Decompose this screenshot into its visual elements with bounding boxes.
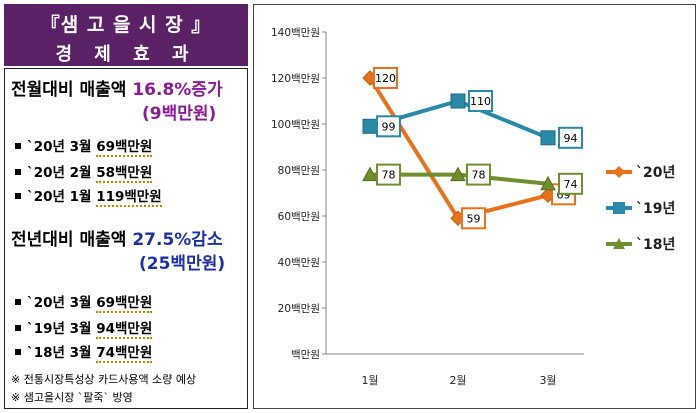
legend-marker bbox=[613, 238, 625, 249]
data-label-box bbox=[558, 126, 583, 149]
y-tick-label: 120백만원 bbox=[271, 73, 320, 85]
bullet-icon bbox=[15, 349, 21, 355]
header-subtitle: 경 제 효 과 bbox=[55, 44, 197, 65]
legend-label: `18년 bbox=[636, 237, 675, 253]
data-point-marker bbox=[362, 118, 378, 134]
legend-marker bbox=[613, 166, 625, 178]
data-point-marker bbox=[450, 93, 466, 109]
data-point-marker bbox=[540, 130, 556, 146]
x-tick-label: 3월 bbox=[539, 374, 556, 387]
data-point-marker bbox=[362, 166, 378, 182]
header-title: 『샘 고 을 시 장 』 bbox=[40, 14, 212, 36]
bullet-icon bbox=[15, 325, 21, 331]
data-label: 59 bbox=[467, 212, 481, 225]
note-line: ※ 샘고을시장 `팔죽` 방영 bbox=[11, 391, 133, 404]
data-label-box bbox=[466, 163, 491, 186]
y-tick-label: 140백만원 bbox=[271, 27, 320, 39]
data-point-marker bbox=[540, 175, 556, 191]
section2-item: `20년 3월 69백만원 bbox=[15, 291, 153, 313]
legend-label: `19년 bbox=[636, 201, 675, 217]
legend-marker bbox=[613, 202, 625, 214]
bullet-icon bbox=[15, 143, 21, 149]
section1-heading: 전월대비 매출액 16.8%증가 bbox=[11, 75, 223, 100]
data-label-box bbox=[376, 163, 401, 186]
x-tick-label: 1월 bbox=[361, 374, 378, 387]
section2-heading: 전년대비 매출액 27.5%감소 bbox=[11, 225, 223, 250]
y-tick-label: 60백만원 bbox=[278, 211, 320, 223]
section2-label: 전년대비 매출액 bbox=[11, 230, 127, 250]
data-label-box bbox=[468, 90, 493, 112]
section1-label: 전월대비 매출액 bbox=[11, 80, 127, 100]
section2-sub: (25백만원) bbox=[139, 254, 226, 274]
note-line: ※ 전통시장특성상 카드사용액 소량 예상 bbox=[11, 373, 197, 386]
section2-item: `19년 3월 94백만원 bbox=[15, 317, 153, 339]
bullet-icon bbox=[15, 169, 21, 175]
summary-panel: 『샘 고 을 시 장 』 경 제 효 과 전월대비 매출액 16.8%증가 (9… bbox=[4, 4, 248, 409]
data-label: 78 bbox=[382, 169, 396, 182]
data-label-box bbox=[558, 172, 583, 195]
summary-body: 전월대비 매출액 16.8%증가 (9백만원) `20년 3월 69백만원 `2… bbox=[4, 68, 248, 409]
section1-item: `20년 3월 69백만원 bbox=[15, 135, 153, 157]
legend-label: `20년 bbox=[636, 165, 675, 181]
line-chart: 백만원 20백만원 40백만원 60백만원 80백만원 100백만원 120백만원 140백만… bbox=[253, 4, 696, 409]
data-label-box bbox=[373, 67, 398, 89]
section2-highlight: 27.5%감소 bbox=[132, 230, 223, 250]
y-tick-label: 40백만원 bbox=[278, 257, 320, 269]
section1-highlight: 16.8%증가 bbox=[132, 80, 223, 100]
data-label: 74 bbox=[564, 178, 578, 191]
data-label: 99 bbox=[382, 120, 396, 133]
data-label: 120 bbox=[375, 72, 396, 85]
data-point-marker bbox=[450, 166, 466, 182]
section1-item: `20년 1월 119백만원 bbox=[15, 185, 162, 207]
section1-sub: (9백만원) bbox=[142, 104, 217, 124]
bullet-icon bbox=[15, 299, 21, 305]
section2-item: `18년 3월 74백만원 bbox=[15, 341, 153, 363]
section1-item: `20년 2월 58백만원 bbox=[15, 161, 153, 183]
y-tick-label: 80백만원 bbox=[278, 165, 320, 177]
data-label-box bbox=[461, 207, 486, 230]
data-label: 94 bbox=[564, 132, 578, 145]
y-tick-label: 100백만원 bbox=[271, 119, 320, 131]
y-tick-label: 20백만원 bbox=[278, 303, 320, 315]
data-label: 78 bbox=[472, 169, 486, 182]
data-label-box bbox=[376, 115, 401, 138]
bullet-icon bbox=[15, 193, 21, 199]
y-tick-label: 백만원 bbox=[291, 349, 320, 361]
header-banner: 『샘 고 을 시 장 』 경 제 효 과 bbox=[4, 4, 248, 66]
chart-svg: 백만원 20백만원 40백만원 60백만원 80백만원 100백만원 120백만원 140백만… bbox=[271, 27, 675, 387]
data-label: 110 bbox=[470, 95, 491, 108]
x-tick-label: 2월 bbox=[449, 374, 466, 387]
